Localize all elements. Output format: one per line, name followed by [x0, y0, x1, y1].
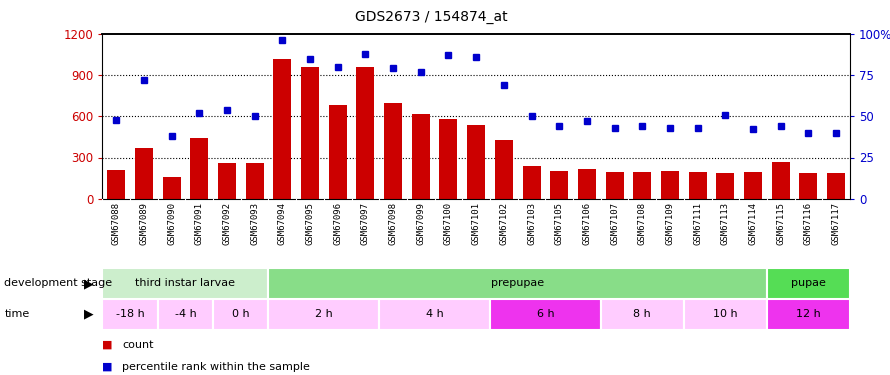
Text: 10 h: 10 h	[713, 309, 738, 319]
Text: GSM67103: GSM67103	[527, 202, 536, 245]
Bar	[716, 172, 734, 199]
Bar	[158, 299, 213, 330]
Bar	[495, 140, 513, 199]
Text: GSM67113: GSM67113	[721, 202, 730, 245]
Text: GSM67098: GSM67098	[389, 202, 398, 245]
Text: ■: ■	[102, 340, 113, 350]
Text: GSM67107: GSM67107	[610, 202, 619, 245]
Bar	[490, 299, 601, 330]
Text: GSM67100: GSM67100	[444, 202, 453, 245]
Text: pupae: pupae	[791, 279, 826, 288]
Bar	[744, 172, 762, 199]
Bar	[213, 299, 269, 330]
Bar	[218, 163, 236, 199]
Bar	[772, 162, 789, 199]
Text: ▶: ▶	[84, 308, 93, 321]
Text: GSM67091: GSM67091	[195, 202, 204, 245]
Text: 4 h: 4 h	[425, 309, 443, 319]
Text: GSM67116: GSM67116	[804, 202, 813, 245]
Text: prepupae: prepupae	[491, 279, 545, 288]
Bar	[689, 172, 707, 199]
Bar	[269, 268, 767, 299]
Bar	[135, 148, 153, 199]
Bar	[163, 177, 181, 199]
Bar	[684, 299, 767, 330]
Bar	[661, 171, 679, 199]
Bar	[190, 138, 208, 199]
Bar	[301, 67, 319, 199]
Bar	[440, 119, 457, 199]
Text: GSM67094: GSM67094	[278, 202, 287, 245]
Bar	[102, 299, 158, 330]
Bar	[634, 172, 651, 199]
Text: ▶: ▶	[84, 277, 93, 290]
Text: GSM67101: GSM67101	[472, 202, 481, 245]
Text: GSM67096: GSM67096	[333, 202, 343, 245]
Text: percentile rank within the sample: percentile rank within the sample	[122, 362, 310, 372]
Text: GSM67106: GSM67106	[582, 202, 592, 245]
Text: -4 h: -4 h	[174, 309, 197, 319]
Text: GSM67111: GSM67111	[693, 202, 702, 245]
Text: GSM67095: GSM67095	[305, 202, 314, 245]
Text: GSM67109: GSM67109	[666, 202, 675, 245]
Text: GSM67117: GSM67117	[831, 202, 841, 245]
Text: GSM67093: GSM67093	[250, 202, 259, 245]
Text: third instar larvae: third instar larvae	[135, 279, 236, 288]
Text: GSM67088: GSM67088	[111, 202, 121, 245]
Bar	[827, 173, 846, 199]
Bar	[379, 299, 490, 330]
Text: GSM67092: GSM67092	[222, 202, 231, 245]
Bar	[384, 102, 402, 199]
Bar	[767, 268, 850, 299]
Text: GSM67102: GSM67102	[499, 202, 508, 245]
Text: GDS2673 / 154874_at: GDS2673 / 154874_at	[355, 10, 508, 24]
Text: count: count	[122, 340, 153, 350]
Text: development stage: development stage	[4, 279, 112, 288]
Bar	[467, 124, 485, 199]
Text: GSM67115: GSM67115	[776, 202, 785, 245]
Bar	[356, 67, 375, 199]
Text: time: time	[4, 309, 29, 319]
Text: 0 h: 0 h	[232, 309, 249, 319]
Text: GSM67105: GSM67105	[554, 202, 563, 245]
Text: 6 h: 6 h	[537, 309, 554, 319]
Bar	[578, 169, 596, 199]
Bar	[273, 58, 291, 199]
Bar	[601, 299, 684, 330]
Bar	[550, 171, 568, 199]
Text: GSM67097: GSM67097	[360, 202, 370, 245]
Text: GSM67108: GSM67108	[638, 202, 647, 245]
Bar	[522, 166, 540, 199]
Bar	[328, 105, 347, 199]
Text: -18 h: -18 h	[116, 309, 144, 319]
Text: 12 h: 12 h	[796, 309, 821, 319]
Bar	[269, 299, 379, 330]
Bar	[102, 268, 269, 299]
Bar	[767, 299, 850, 330]
Bar	[799, 173, 817, 199]
Text: ■: ■	[102, 362, 113, 372]
Text: GSM67099: GSM67099	[417, 202, 425, 245]
Bar	[605, 172, 624, 199]
Text: GSM67089: GSM67089	[140, 202, 149, 245]
Text: 8 h: 8 h	[634, 309, 651, 319]
Bar	[246, 163, 263, 199]
Bar	[412, 114, 430, 199]
Text: GSM67090: GSM67090	[167, 202, 176, 245]
Text: 2 h: 2 h	[315, 309, 333, 319]
Text: GSM67114: GSM67114	[748, 202, 757, 245]
Bar	[107, 170, 125, 199]
